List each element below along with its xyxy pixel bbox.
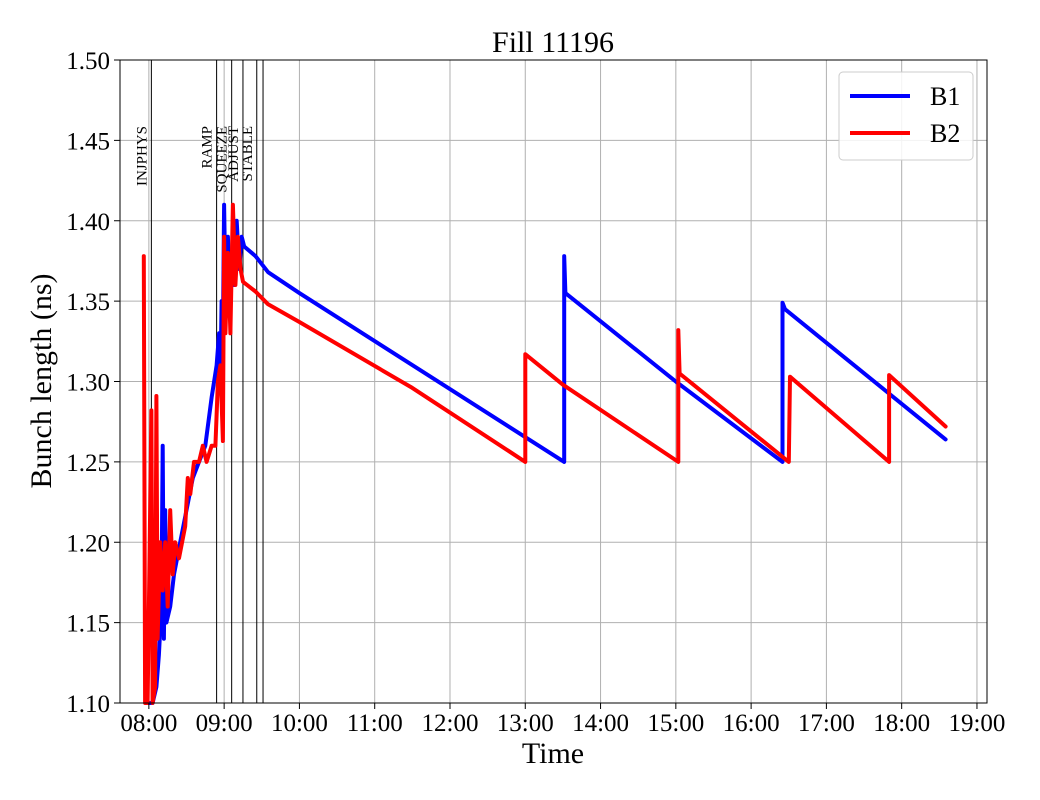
phase-marker-label: STABLE (240, 126, 256, 181)
phase-marker-label: RAMP (200, 126, 216, 169)
x-tick-label: 19:00 (948, 710, 1005, 737)
x-tick-label: 16:00 (723, 710, 780, 737)
chart-title: Fill 11196 (492, 26, 614, 59)
y-tick-label: 1.40 (66, 209, 110, 236)
y-tick-label: 1.20 (66, 530, 110, 557)
x-tick-label: 15:00 (647, 710, 704, 737)
y-tick-label: 1.45 (66, 128, 110, 155)
x-tick-label: 13:00 (497, 710, 554, 737)
x-axis-label: Time (522, 737, 584, 770)
x-tick-label: 08:00 (120, 710, 177, 737)
series-line-b2 (141, 202, 948, 705)
x-tick-label: 12:00 (422, 710, 479, 737)
x-tick-label: 14:00 (572, 710, 629, 737)
phase-marker-label: ADJUST (226, 126, 242, 182)
y-tick-label: 1.25 (66, 450, 110, 477)
legend-label-b1: B1 (930, 82, 960, 111)
phase-marker-label: INJPHYS (134, 126, 150, 186)
legend: B1 B2 (838, 71, 974, 161)
x-tick-label: 17:00 (798, 710, 855, 737)
y-tick-label: 1.35 (66, 289, 110, 316)
y-tick-label: 1.50 (66, 48, 110, 75)
y-axis-label: Bunch length (ns) (25, 274, 58, 489)
x-axis-ticks: 08:00 09:00 10:00 11:00 12:00 13:00 14:00 15:00… (120, 703, 1005, 737)
x-tick-label: 09:00 (196, 710, 253, 737)
series-lines (141, 202, 948, 705)
x-tick-label: 11:00 (347, 710, 403, 737)
phase-marker-label: SQUEEZE (215, 126, 231, 193)
y-axis-ticks: 1.10 1.15 1.20 1.25 1.30 1.35 1.40 1.45 1.50 (66, 48, 120, 718)
series-line-b1 (144, 202, 948, 705)
y-tick-label: 1.30 (66, 370, 110, 397)
y-tick-label: 1.10 (66, 691, 110, 718)
y-tick-label: 1.15 (66, 611, 110, 638)
legend-label-b2: B2 (930, 119, 960, 148)
x-tick-label: 18:00 (873, 710, 930, 737)
x-tick-label: 10:00 (271, 710, 328, 737)
